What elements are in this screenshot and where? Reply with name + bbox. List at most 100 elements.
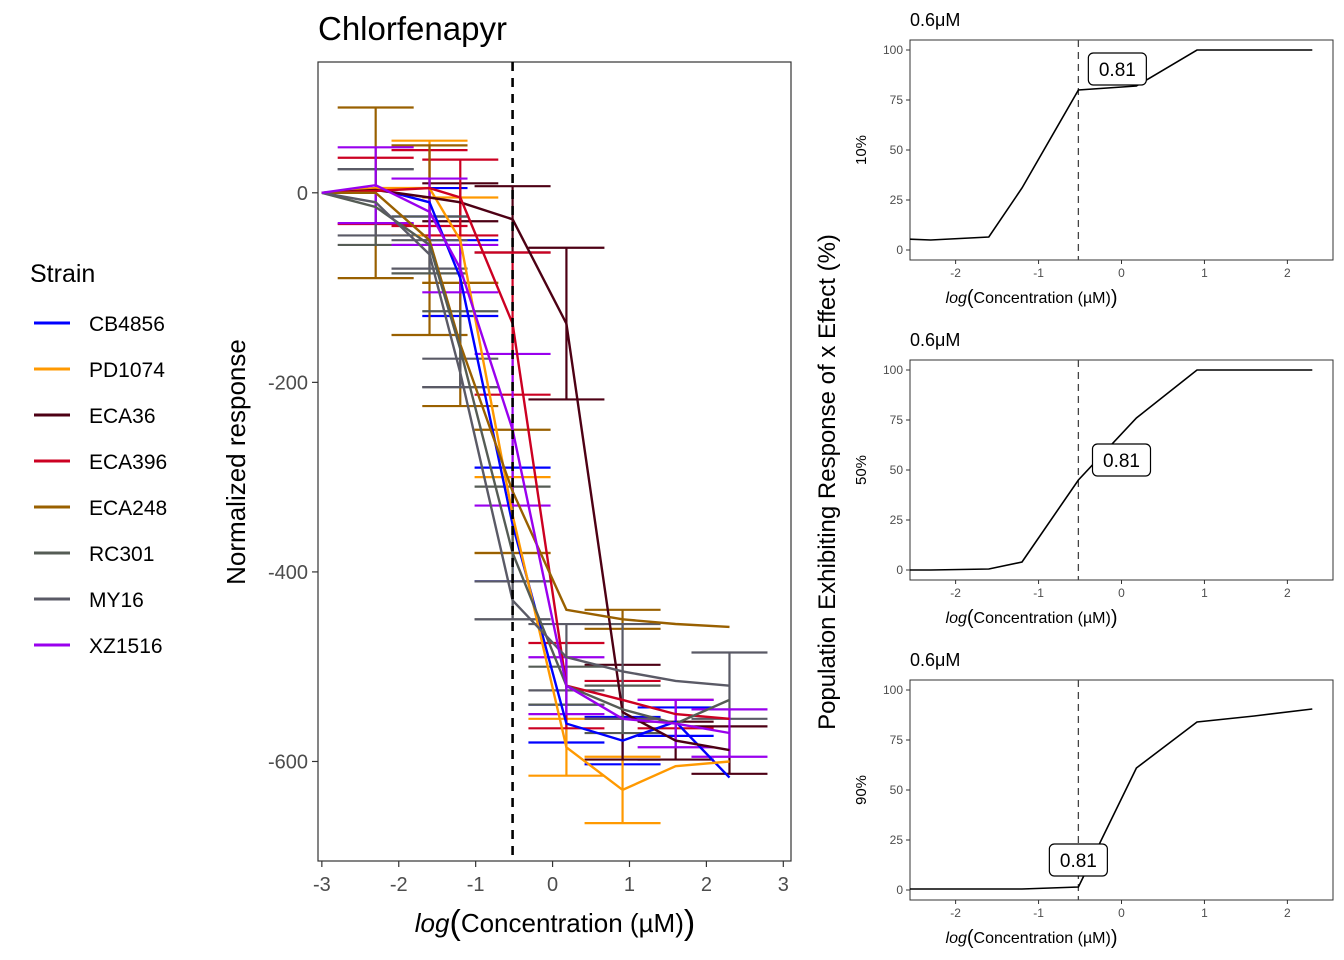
small-x-tick-label: 0 [1118, 586, 1125, 600]
small-x-tick-label: -2 [950, 266, 961, 280]
small-x-tick-label: 1 [1201, 266, 1208, 280]
small-x-tick-label: -1 [1033, 266, 1044, 280]
small-x-axis-label-text: Concentration (µM) [974, 610, 1111, 627]
small-x-axis-label-open-paren: ( [967, 607, 974, 629]
legend-label: ECA36 [89, 405, 156, 428]
small-y-axis-label: 50% [853, 455, 870, 485]
small-panel-90pct: 0.6μM 0 25 50 75 100 -2 -1 0 1 2 90% log(Concentrati… [853, 650, 1334, 949]
small-x-tick-label: -1 [1033, 586, 1044, 600]
main-x-tick-label: 3 [778, 874, 789, 896]
main-x-axis-label-open-paren: ( [449, 904, 461, 942]
small-x-axis-label-close-paren: ) [1111, 287, 1118, 309]
small-panel-title: 0.6μM [910, 330, 960, 350]
small-x-axis-label: log(Concentration (µM)) [946, 287, 1118, 309]
series-line-MY16 [321, 191, 730, 687]
legend-item: RC301 [34, 543, 154, 566]
legend-label: XZ1516 [89, 635, 163, 658]
main-plot-area [321, 62, 768, 861]
main-x-tick-label: -1 [467, 874, 485, 896]
legend-item: ECA36 [34, 405, 156, 428]
small-panel-title: 0.6μM [910, 650, 960, 670]
value-label: 0.81 [1103, 451, 1140, 472]
small-panel-10pct: 0.6μM 0 25 50 75 100 -2 -1 0 1 2 10% log(Concentrati… [853, 10, 1334, 309]
value-label-box [1087, 52, 1147, 86]
small-y-tick-label: 25 [890, 833, 904, 847]
legend-label: PD1074 [89, 359, 165, 382]
legend-label: ECA248 [89, 497, 167, 520]
small-y-tick-label: 100 [883, 43, 903, 57]
small-x-axis-label-open-paren: ( [967, 287, 974, 309]
legend-item: ECA396 [34, 451, 167, 474]
small-x-tick-label: 2 [1284, 266, 1291, 280]
legend-entries: CB4856 PD1074 ECA36 ECA396 ECA248 RC301 MY16 XZ… [34, 313, 167, 658]
main-x-axis-label-close-paren: ) [684, 904, 695, 942]
small-x-axis-label: log(Concentration (µM)) [946, 927, 1118, 949]
value-label: 0.81 [1099, 60, 1136, 81]
legend-title: Strain [30, 260, 95, 288]
series-line-XZ1516 [321, 183, 730, 735]
main-title: Chlorfenapyr [318, 10, 507, 47]
series-line-ECA396 [321, 186, 730, 720]
legend-item: MY16 [34, 589, 144, 612]
small-y-tick-label: 50 [890, 463, 904, 477]
small-panel-50pct: 0.6μM 0 25 50 75 100 -2 -1 0 1 2 50% log(Concentrati… [853, 330, 1334, 629]
main-x-tick-label: 0 [547, 874, 558, 896]
main-x-axis-label-text: Concentration (µM) [461, 908, 684, 938]
main-y-axis-label: Normalized response [221, 339, 251, 585]
main-y-axis: -600 -400 -200 0 [268, 183, 318, 773]
main-y-tick-label: -200 [268, 372, 308, 394]
main-x-tick-label: -2 [390, 874, 408, 896]
small-x-tick-label: 2 [1284, 906, 1291, 920]
small-y-tick-label: 50 [890, 783, 904, 797]
small-x-tick-label: 1 [1201, 906, 1208, 920]
legend-label: CB4856 [89, 313, 165, 336]
legend-label: MY16 [89, 589, 144, 612]
small-x-axis-label-text: Concentration (µM) [974, 930, 1111, 947]
small-y-tick-label: 0 [896, 243, 903, 257]
legend-item: CB4856 [34, 313, 165, 336]
small-plot-area [910, 680, 1313, 900]
main-y-tick-label: 0 [297, 183, 308, 205]
small-x-axis-label-log: log [946, 290, 967, 307]
legend-label: ECA396 [89, 451, 167, 474]
small-y-tick-label: 50 [890, 143, 904, 157]
main-x-axis-label: log(Concentration (µM)) [415, 904, 695, 942]
series-line-ECA36 [321, 188, 730, 752]
small-series-line [910, 49, 1313, 241]
main-x-axis: -3 -2 -1 0 1 2 3 [313, 861, 789, 896]
small-x-tick-label: -2 [950, 586, 961, 600]
small-x-axis-label-log: log [946, 930, 967, 947]
small-y-axis-label: 10% [853, 135, 870, 165]
value-label-box [1091, 443, 1152, 477]
legend: Strain CB4856 PD1074 ECA36 ECA396 ECA248 RC30… [30, 260, 167, 658]
series-line-RC301 [321, 191, 730, 725]
small-x-axis-label-close-paren: ) [1111, 927, 1118, 949]
small-x-axis-label-open-paren: ( [967, 927, 974, 949]
small-x-tick-label: -1 [1033, 906, 1044, 920]
small-y-tick-label: 75 [890, 413, 904, 427]
small-series-line [910, 708, 1313, 890]
legend-item: XZ1516 [34, 635, 163, 658]
small-x-axis-label-text: Concentration (µM) [974, 290, 1111, 307]
small-plot-area [910, 360, 1313, 580]
series-line-ECA248 [321, 191, 730, 629]
small-panel-title: 0.6μM [910, 10, 960, 30]
small-y-tick-label: 0 [896, 563, 903, 577]
small-x-tick-label: -2 [950, 906, 961, 920]
small-x-tick-label: 2 [1284, 586, 1291, 600]
small-x-axis-label: log(Concentration (µM)) [946, 607, 1118, 629]
main-y-tick-label: -600 [268, 751, 308, 773]
shared-y-axis-label: Population Exhibiting Response of x Effe… [814, 234, 841, 730]
small-series-line [910, 369, 1313, 571]
main-x-tick-label: -3 [313, 874, 331, 896]
small-y-tick-label: 75 [890, 93, 904, 107]
legend-item: ECA248 [34, 497, 167, 520]
small-y-tick-label: 75 [890, 733, 904, 747]
small-x-tick-label: 0 [1118, 266, 1125, 280]
main-y-tick-label: -400 [268, 562, 308, 584]
value-label: 0.81 [1060, 851, 1097, 872]
small-y-tick-label: 25 [890, 513, 904, 527]
small-y-tick-label: 100 [883, 363, 903, 377]
small-plot-border [909, 679, 1334, 901]
